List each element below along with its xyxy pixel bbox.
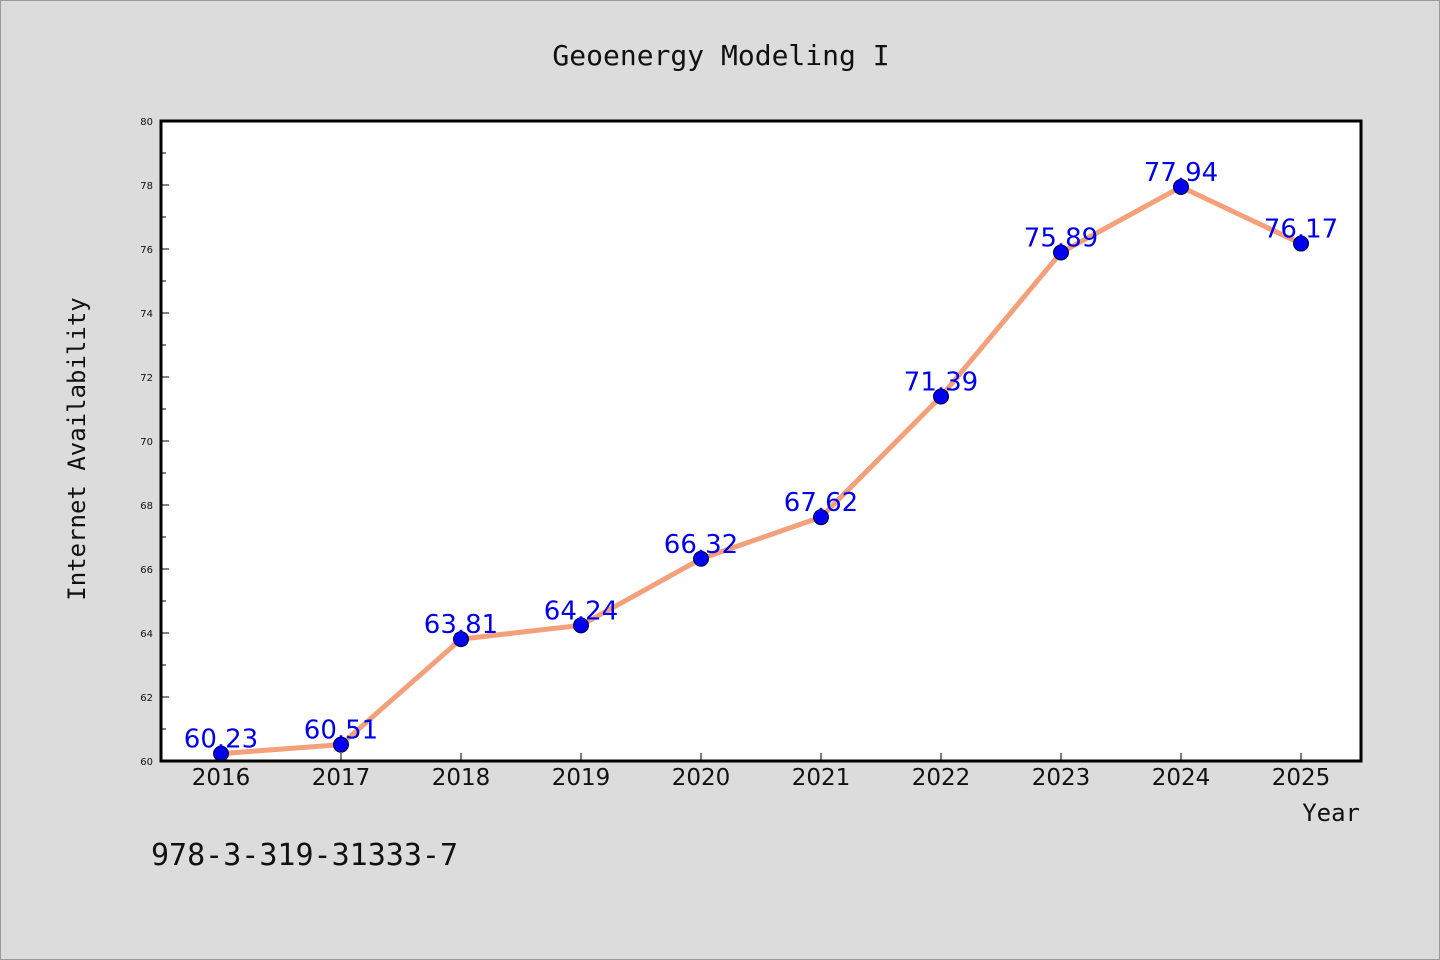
y-tick-label: 80 xyxy=(140,117,153,128)
data-point xyxy=(1053,244,1069,261)
y-tick-label: 74 xyxy=(140,309,153,320)
data-label: 75.89 xyxy=(1024,224,1098,254)
x-tick-label: 2024 xyxy=(1152,765,1211,791)
x-tick-label: 2017 xyxy=(312,765,371,791)
series-line xyxy=(218,184,1304,757)
data-labels-group: 60.23 60.51 63.81 64.24 66.32 67.62 71.39 75.89… xyxy=(184,158,1338,755)
x-tick-label: 2019 xyxy=(552,765,611,791)
plot-area xyxy=(161,121,1361,761)
x-tick-label: 2021 xyxy=(792,765,851,791)
x-tick-label: 2023 xyxy=(1032,765,1091,791)
y-tick-label: 64 xyxy=(140,629,153,640)
data-label: 63.81 xyxy=(424,610,498,640)
y-tick-label: 68 xyxy=(140,501,153,512)
data-label: 60.23 xyxy=(184,725,258,755)
y-tick-label: 78 xyxy=(140,181,153,192)
data-label: 66.32 xyxy=(664,530,738,560)
chart-title: Geoenergy Modeling I xyxy=(552,39,889,72)
data-label: 71.39 xyxy=(904,368,978,398)
data-point xyxy=(573,617,589,634)
x-tick-label: 2016 xyxy=(192,765,251,791)
markers-group xyxy=(213,178,1309,762)
data-label: 60.51 xyxy=(304,716,378,746)
isbn-footer: 978-3-319-31333-7 xyxy=(151,838,458,873)
x-axis-label: Year xyxy=(1302,799,1360,827)
y-tick-label: 62 xyxy=(140,693,153,704)
data-point xyxy=(333,736,349,753)
data-label: 67.62 xyxy=(784,488,858,518)
x-tick-label: 2018 xyxy=(432,765,491,791)
data-label: 64.24 xyxy=(544,596,618,626)
data-label: 77.94 xyxy=(1144,158,1218,188)
data-label: 76.17 xyxy=(1264,215,1338,245)
x-axis-ticks: 2016 2017 2018 2019 2020 2021 2022 2023 2024 2025 xyxy=(192,753,1331,791)
y-axis-ticks: 60 62 64 66 68 70 72 74 76 78 80 xyxy=(140,117,169,768)
data-point xyxy=(453,631,469,648)
data-point xyxy=(1293,235,1309,252)
data-point xyxy=(693,550,709,567)
data-point xyxy=(933,388,949,405)
x-tick-label: 2020 xyxy=(672,765,731,791)
y-tick-label: 72 xyxy=(140,373,153,384)
x-tick-label: 2025 xyxy=(1272,765,1331,791)
y-tick-label: 60 xyxy=(140,757,153,768)
data-point xyxy=(1173,178,1189,195)
y-tick-label: 66 xyxy=(140,565,153,576)
y-tick-label: 70 xyxy=(140,437,153,448)
x-tick-label: 2022 xyxy=(912,765,971,791)
data-point xyxy=(813,509,829,526)
y-axis-label: Internet Availability xyxy=(63,297,91,600)
plot-frame xyxy=(159,119,1363,763)
y-tick-label: 76 xyxy=(140,245,153,256)
series-line-group xyxy=(218,184,1304,757)
